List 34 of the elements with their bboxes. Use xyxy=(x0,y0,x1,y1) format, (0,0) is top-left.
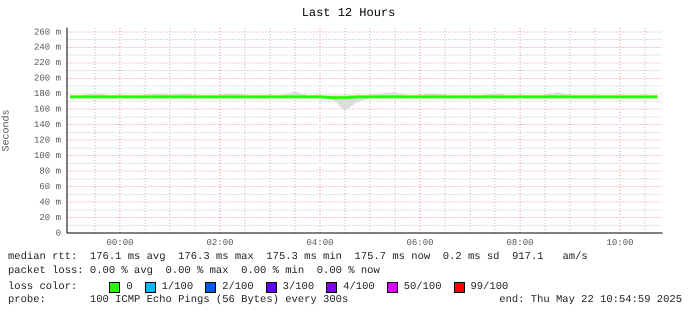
y-tick-label: 240 m xyxy=(34,42,61,53)
y-tick-label: 220 m xyxy=(34,58,61,68)
y-tick-label: 160 m xyxy=(34,104,61,115)
y-tick-label: 80 m xyxy=(39,166,61,177)
x-tick-label: 00:00 xyxy=(106,238,134,248)
text: end: Thu May 22 10:54:59 2025 xyxy=(499,294,682,306)
x-tick-label: 06:00 xyxy=(406,238,434,248)
legend-title: loss color: xyxy=(8,281,78,293)
text: packet loss: 0.00 % avg 0.00 % max 0.00 % min 0.00 % now xyxy=(8,265,380,277)
legend-label: 50/100 xyxy=(404,281,442,293)
legend-label: 2/100 xyxy=(222,281,254,293)
y-tick-label: 20 m xyxy=(39,212,61,223)
text: probe: 100 ICMP Echo Pings (56 Bytes) every 300s xyxy=(8,294,348,306)
x-tick-label: 02:00 xyxy=(206,238,234,248)
y-tick-label: 100 m xyxy=(34,151,61,162)
legend-label: 3/100 xyxy=(282,281,314,293)
y-tick-label: 120 m xyxy=(34,136,61,146)
y-tick-label: 260 m xyxy=(34,27,61,38)
y-tick-label: 0 xyxy=(56,228,61,238)
x-tick-label: 08:00 xyxy=(506,238,534,248)
x-tick-label: 04:00 xyxy=(306,238,334,248)
y-tick-label: 140 m xyxy=(34,120,61,130)
y-tick-label: 180 m xyxy=(34,89,61,100)
legend-label: 99/100 xyxy=(470,281,508,293)
chart-title: Last 12 Hours xyxy=(300,6,396,20)
legend-label: 4/100 xyxy=(343,281,375,293)
text: median rtt: 176.1 ms avg 176.3 ms max 175.3 ms min 175.7 ms now 0.2 ms sd 917.1 am/s xyxy=(8,251,588,263)
legend-label: 0 xyxy=(126,281,133,293)
y-tick-label: 200 m xyxy=(34,74,61,84)
y-tick-label: 60 m xyxy=(39,182,61,192)
legend-label: 1/100 xyxy=(162,281,194,293)
y-axis-title: Seconds xyxy=(0,109,13,152)
x-tick-label: 10:00 xyxy=(606,238,634,248)
y-tick-label: 40 m xyxy=(39,197,61,208)
